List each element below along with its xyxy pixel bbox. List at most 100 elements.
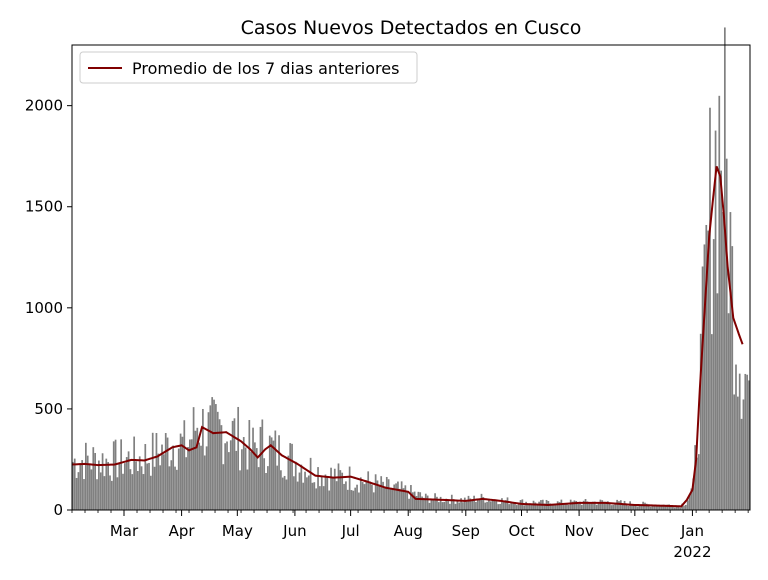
daily-bar <box>688 495 691 510</box>
daily-bar <box>489 501 492 510</box>
daily-bar <box>341 472 344 510</box>
daily-bar <box>198 442 201 510</box>
daily-bar <box>194 430 197 510</box>
daily-bar <box>263 458 266 510</box>
daily-bar <box>187 446 189 510</box>
daily-bar <box>228 452 230 510</box>
y-tick-label: 500 <box>34 400 63 418</box>
daily-bar <box>419 492 422 510</box>
daily-bar <box>421 496 423 510</box>
daily-bar <box>670 505 672 510</box>
daily-bar <box>538 501 540 510</box>
daily-bar <box>683 505 685 510</box>
daily-bar <box>619 500 622 510</box>
daily-bar <box>161 444 163 510</box>
daily-bar <box>241 449 243 510</box>
daily-bar <box>313 482 316 510</box>
daily-bar <box>488 498 490 510</box>
daily-bar <box>131 474 134 510</box>
daily-bar <box>122 473 124 510</box>
daily-bar <box>200 445 202 510</box>
x-tick-label: May <box>222 522 253 540</box>
daily-bar <box>515 505 518 510</box>
daily-bar <box>213 399 215 510</box>
daily-bar <box>170 460 173 510</box>
daily-bar <box>73 458 76 510</box>
daily-bar <box>735 364 737 510</box>
daily-bar <box>81 460 83 510</box>
daily-bar <box>614 503 617 510</box>
daily-bar <box>437 502 440 510</box>
daily-bar <box>345 481 347 510</box>
daily-bar <box>116 477 119 510</box>
daily-bar <box>248 420 251 510</box>
daily-bar <box>460 498 462 510</box>
daily-bar <box>222 464 225 510</box>
x-tick-label: Jul <box>341 522 360 540</box>
daily-bar <box>696 457 698 510</box>
daily-bar <box>146 463 149 510</box>
daily-bar <box>216 411 219 510</box>
daily-bar <box>159 465 162 510</box>
daily-bar <box>397 481 399 510</box>
daily-bar <box>709 107 711 511</box>
daily-bar <box>274 430 277 510</box>
daily-bar <box>107 462 109 510</box>
daily-bar <box>638 504 641 510</box>
daily-bar <box>590 503 592 510</box>
daily-bar <box>575 500 578 510</box>
daily-bar <box>400 481 403 510</box>
daily-bar <box>250 451 253 510</box>
daily-bar <box>692 478 695 510</box>
rolling-average-line <box>71 165 744 508</box>
daily-bar <box>707 230 709 510</box>
daily-bar <box>406 492 409 510</box>
daily-bar <box>326 477 329 510</box>
daily-bar <box>714 130 717 510</box>
daily-bar <box>454 503 457 510</box>
daily-bar <box>359 477 362 510</box>
daily-bar <box>426 495 429 510</box>
daily-bar <box>476 500 479 510</box>
daily-bar <box>348 466 351 510</box>
daily-bar <box>237 406 240 510</box>
daily-bar <box>514 502 516 510</box>
x-tick-label: Sep <box>452 522 480 540</box>
daily-bar <box>90 469 93 510</box>
daily-bar <box>566 503 568 510</box>
daily-bar <box>335 481 338 510</box>
daily-bar <box>229 440 232 510</box>
daily-bar <box>75 477 78 510</box>
daily-bar <box>727 313 730 510</box>
daily-bar <box>112 441 115 510</box>
daily-bar <box>634 505 637 510</box>
y-tick-label: 2000 <box>25 97 63 115</box>
daily-bar <box>510 501 513 510</box>
daily-bar <box>163 454 165 510</box>
daily-bar <box>276 465 279 510</box>
daily-bar <box>254 442 256 510</box>
daily-bar <box>332 477 334 510</box>
x-tick-label: Apr <box>169 522 196 540</box>
daily-bar <box>224 443 227 510</box>
daily-bar <box>267 466 269 510</box>
daily-bar <box>746 374 748 510</box>
daily-bar <box>543 503 546 510</box>
daily-bar <box>603 501 605 510</box>
daily-bar <box>413 491 416 510</box>
daily-bar <box>668 504 670 510</box>
daily-bar <box>651 504 654 510</box>
daily-bar <box>207 412 210 510</box>
daily-bar <box>211 397 214 510</box>
daily-bar <box>205 446 208 510</box>
daily-bar <box>662 504 665 510</box>
daily-bar <box>153 466 156 510</box>
daily-bar <box>168 466 171 510</box>
daily-bar <box>96 479 98 510</box>
daily-bar <box>567 504 570 510</box>
daily-bar <box>202 408 204 510</box>
daily-bar <box>506 497 509 510</box>
daily-bar <box>391 488 394 510</box>
daily-bar <box>242 437 245 510</box>
